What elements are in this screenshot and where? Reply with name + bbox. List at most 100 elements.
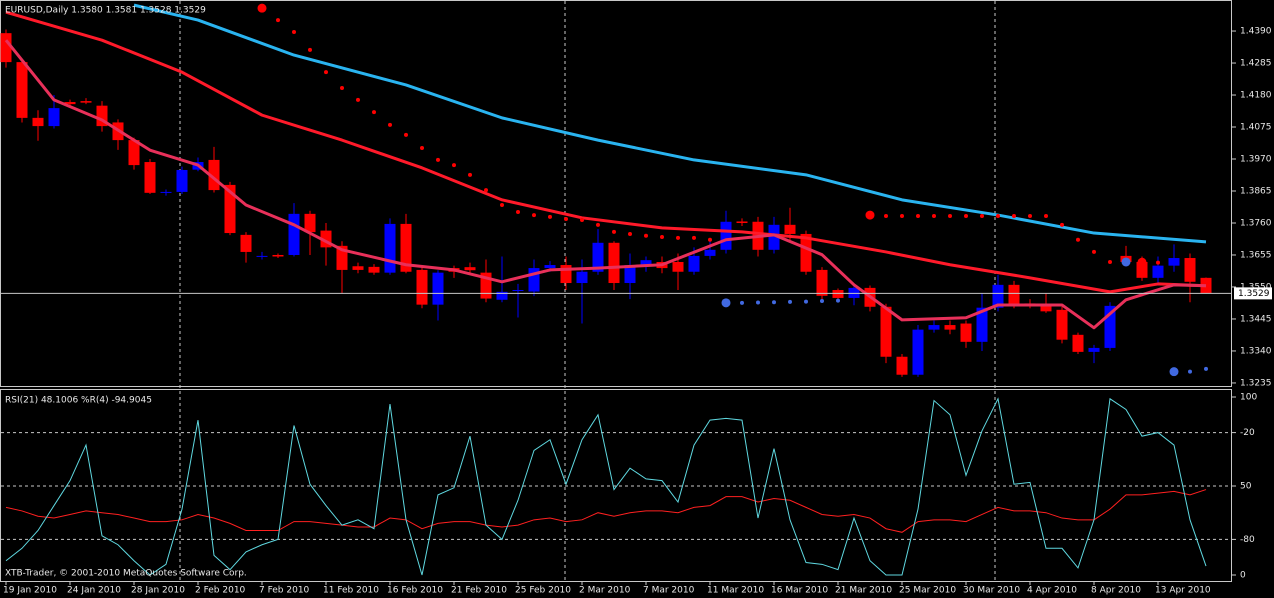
y-tick-label: 1.4390 bbox=[1240, 27, 1272, 37]
candle-body bbox=[288, 213, 300, 255]
candle-body bbox=[1184, 258, 1196, 282]
candle-body bbox=[416, 269, 428, 305]
sar-dot bbox=[580, 217, 584, 222]
sar-dot bbox=[740, 300, 744, 305]
sar-dot bbox=[1108, 259, 1112, 264]
x-tick-label: 8 Apr 2010 bbox=[1091, 586, 1141, 596]
y-tick-label: 1.3445 bbox=[1240, 314, 1272, 324]
sar-dot bbox=[548, 214, 552, 219]
y-tick-label: 50 bbox=[1240, 482, 1252, 492]
sar-dot bbox=[468, 172, 472, 177]
x-tick-label: 30 Mar 2010 bbox=[963, 586, 1020, 596]
copyright: XTB-Trader, © 2001-2010 MetaQuotes Softw… bbox=[5, 569, 247, 579]
x-tick-label: 11 Mar 2010 bbox=[707, 586, 764, 596]
x-tick-label: 25 Mar 2010 bbox=[899, 586, 956, 596]
y-tick-label: 1.3865 bbox=[1240, 186, 1272, 196]
sar-dot bbox=[900, 213, 904, 218]
sar-dot bbox=[1044, 213, 1048, 218]
sar-dot bbox=[692, 235, 696, 240]
candle-body bbox=[400, 223, 412, 272]
sar-dot bbox=[721, 298, 731, 308]
indicator-line bbox=[5, 489, 1207, 533]
candle-body bbox=[352, 266, 364, 270]
sar-dot bbox=[484, 188, 488, 193]
sar-dot bbox=[324, 70, 328, 75]
last-price-box bbox=[1234, 287, 1272, 300]
candle-body bbox=[640, 260, 652, 266]
sar-dot bbox=[865, 210, 875, 220]
candle-body bbox=[16, 62, 28, 118]
x-tick-label: 25 Feb 2010 bbox=[515, 586, 571, 596]
sar-dot bbox=[292, 29, 296, 34]
candle-body bbox=[944, 325, 956, 330]
candle-body bbox=[48, 108, 60, 127]
sar-dot bbox=[804, 299, 808, 304]
sar-dot bbox=[1060, 222, 1064, 227]
sar-dot bbox=[1188, 369, 1192, 374]
candle-body bbox=[0, 33, 12, 63]
candle-body bbox=[144, 162, 156, 193]
candle-body bbox=[432, 272, 444, 305]
sar-dot bbox=[564, 217, 568, 222]
sar-dot bbox=[372, 110, 376, 115]
y-tick-label: -80 bbox=[1240, 535, 1255, 545]
x-tick-label: 7 Feb 2010 bbox=[259, 586, 310, 596]
x-tick-label: 16 Mar 2010 bbox=[771, 586, 828, 596]
candle-body bbox=[240, 234, 252, 252]
sar-dot bbox=[676, 235, 680, 240]
sar-dot bbox=[516, 210, 520, 215]
candle-body bbox=[336, 245, 348, 270]
sar-dot bbox=[820, 298, 824, 303]
sar-dot bbox=[356, 97, 360, 102]
x-tick-label: 21 Mar 2010 bbox=[835, 586, 892, 596]
candle-body bbox=[224, 184, 236, 234]
x-tick-label: 13 Apr 2010 bbox=[1155, 586, 1211, 596]
x-tick-label: 2 Feb 2010 bbox=[195, 586, 246, 596]
y-tick-label: -20 bbox=[1240, 428, 1255, 438]
candle-body bbox=[880, 306, 892, 357]
candle-body bbox=[1008, 284, 1020, 305]
candle-body bbox=[1104, 305, 1116, 348]
sar-dot bbox=[596, 222, 600, 227]
candle-body bbox=[960, 323, 972, 342]
sar-dot bbox=[1028, 213, 1032, 218]
y-tick-label: 0 bbox=[1240, 571, 1246, 581]
candle-body bbox=[256, 255, 268, 257]
candle-body bbox=[304, 213, 316, 233]
y-tick-label: 1.4285 bbox=[1240, 59, 1272, 69]
price-header: EURUSD,Daily 1.3580 1.3581 1.3528 1.3529 bbox=[5, 6, 206, 16]
candle-body bbox=[528, 268, 540, 292]
y-tick-label: 1.3235 bbox=[1240, 378, 1272, 388]
x-tick-label: 4 Apr 2010 bbox=[1027, 586, 1077, 596]
candle-body bbox=[720, 221, 732, 250]
candle-body bbox=[512, 290, 524, 292]
x-tick-label: 19 Jan 2010 bbox=[3, 586, 57, 596]
x-tick-label: 7 Mar 2010 bbox=[643, 586, 695, 596]
sar-dot bbox=[980, 213, 984, 218]
sar-dot bbox=[612, 229, 616, 234]
y-tick-label: 1.4075 bbox=[1240, 123, 1272, 133]
candle-body bbox=[560, 265, 572, 284]
sar-dot bbox=[388, 122, 392, 127]
sar-dot bbox=[1012, 213, 1016, 218]
sar-dot bbox=[836, 298, 840, 303]
candle-body bbox=[896, 356, 908, 375]
candle-body bbox=[912, 329, 924, 375]
sar-dot bbox=[532, 213, 536, 218]
sar-dot bbox=[628, 231, 632, 236]
sar-dot bbox=[660, 235, 664, 240]
oscillator-panel bbox=[0, 389, 1232, 582]
indicator-line bbox=[5, 397, 1207, 576]
sar-dot bbox=[788, 299, 792, 304]
candle-body bbox=[464, 267, 476, 271]
candle-body bbox=[800, 233, 812, 272]
candle-body bbox=[384, 223, 396, 273]
y-tick-label: 100 bbox=[1240, 393, 1257, 403]
sar-dot bbox=[964, 213, 968, 218]
oscillator-header: RSI(21) 48.1006 %R(4) -94.9045 bbox=[5, 396, 152, 406]
candle-body bbox=[992, 284, 1004, 308]
moving-average bbox=[5, 10, 1207, 294]
sar-dot bbox=[708, 237, 712, 242]
sar-dot bbox=[420, 146, 424, 151]
